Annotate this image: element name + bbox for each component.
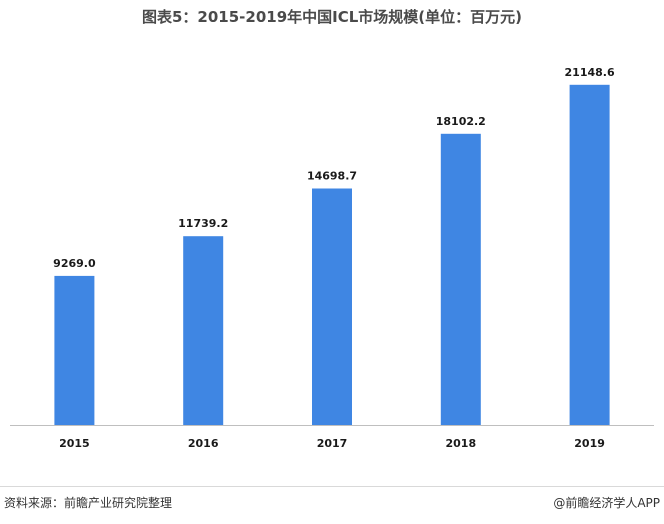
chart-title: 图表5：2015-2019年中国ICL市场规模(单位：百万元) bbox=[141, 8, 523, 26]
footer-divider bbox=[0, 486, 664, 487]
x-tick-label-2018: 2018 bbox=[445, 437, 476, 450]
bar-2019 bbox=[569, 84, 610, 426]
bar-2015 bbox=[54, 275, 95, 425]
data-label-2019: 21148.6 bbox=[565, 66, 615, 79]
x-tick-label-2019: 2019 bbox=[574, 437, 605, 450]
source-note: 资料来源：前瞻产业研究院整理 bbox=[4, 496, 173, 510]
x-tick-labels-layer: 2015 2016 2017 2018 2019 bbox=[59, 437, 605, 450]
bar-2017 bbox=[312, 188, 352, 425]
x-tick-label-2017: 2017 bbox=[317, 437, 348, 450]
credit-note: @前瞻经济学人APP bbox=[553, 496, 660, 510]
data-label-2016: 11739.2 bbox=[178, 217, 228, 230]
bar-2018 bbox=[440, 133, 481, 426]
data-labels-layer: 9269.0 11739.2 14698.7 18102.2 21148.6 bbox=[53, 66, 615, 270]
bar-2016 bbox=[183, 236, 224, 425]
data-label-2018: 18102.2 bbox=[436, 115, 486, 128]
data-label-2015: 9269.0 bbox=[53, 257, 96, 270]
x-tick-label-2015: 2015 bbox=[59, 437, 90, 450]
bars-layer bbox=[54, 84, 610, 426]
x-tick-label-2016: 2016 bbox=[188, 437, 219, 450]
data-label-2017: 14698.7 bbox=[307, 170, 357, 183]
